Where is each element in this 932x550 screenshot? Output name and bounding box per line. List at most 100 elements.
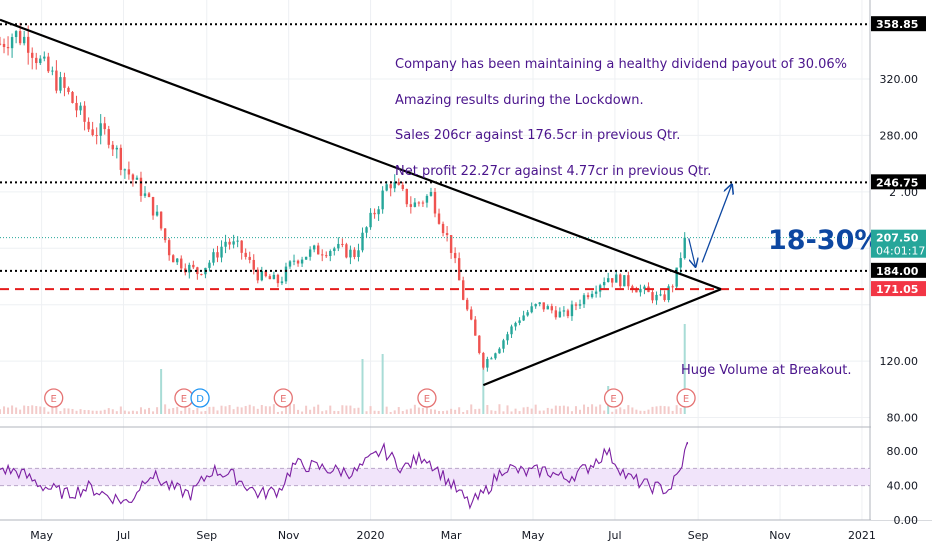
volume-bar [554, 405, 557, 414]
volume-bar [244, 405, 247, 414]
candle-body [526, 312, 529, 316]
volume-bar [466, 410, 469, 414]
event-marker-label: E [181, 394, 187, 405]
volume-bar [397, 407, 400, 414]
rsi-line [0, 441, 688, 510]
candle-body [272, 274, 276, 280]
rsi-band [0, 468, 870, 486]
candle-body [316, 245, 320, 255]
candle-body [602, 282, 606, 286]
annotations-layer: Company has been maintaining a healthy d… [395, 57, 881, 378]
candle-body [534, 304, 537, 307]
time-tick-label: Nov [769, 529, 791, 542]
volume-bar [160, 369, 163, 414]
candle-body [482, 352, 485, 368]
volume-bar [228, 405, 231, 414]
event-marker-label: E [424, 394, 430, 405]
volume-bar [562, 405, 565, 414]
candle-body [147, 193, 151, 198]
candle-body [59, 77, 62, 91]
candle-body [679, 258, 682, 268]
candle-body [611, 278, 614, 283]
candle-body [180, 258, 183, 269]
candle-body [401, 184, 404, 189]
candle-body [538, 302, 541, 305]
volume-bar [623, 409, 626, 414]
candle-body [143, 193, 147, 196]
volume-bar [490, 410, 493, 414]
candle-body [240, 240, 243, 253]
candle-body [63, 77, 66, 88]
volume-bar [95, 410, 98, 414]
candle-body [518, 320, 521, 323]
candle-body [606, 278, 610, 283]
annotation-net-profit: Net profit 22.27cr against 4.77cr in pre… [395, 164, 711, 179]
volume-bar [27, 405, 30, 414]
volume-bar [583, 404, 586, 414]
candle-body [325, 255, 328, 257]
candle-body [55, 70, 58, 91]
volume-bar [119, 406, 122, 414]
volume-bar [264, 406, 267, 414]
volume-bar [611, 411, 614, 414]
volume-bar [168, 408, 171, 414]
price-tick-label: 80.00 [887, 412, 919, 425]
annotation-sales: Sales 206cr against 176.5cr in previous … [395, 128, 680, 143]
candle-body [159, 211, 163, 229]
volume-bar [357, 407, 360, 414]
price-level-value: 358.85 [876, 18, 918, 31]
volume-bar [474, 409, 477, 414]
volume-bar [518, 411, 521, 414]
candle-body [502, 340, 505, 349]
volume-bar [43, 407, 46, 414]
volume-bar [91, 410, 94, 414]
candle-body [433, 191, 437, 214]
volume-bar [542, 410, 545, 414]
price-level-tag [871, 174, 926, 190]
candle-body [232, 241, 235, 245]
volume-bar [603, 410, 606, 414]
price-level-tag [871, 229, 926, 258]
volume-bar [256, 408, 259, 414]
candle-body [103, 123, 106, 130]
candle-body [651, 292, 654, 301]
volume-bar [208, 406, 211, 414]
candle-body [429, 191, 433, 196]
annotation-lockdown: Amazing results during the Lockdown. [395, 93, 644, 108]
volume-bar [506, 405, 509, 414]
volume-bar [107, 408, 110, 414]
candle-body [304, 256, 308, 260]
volume-bar [309, 409, 312, 414]
event-marker-circle [676, 388, 696, 408]
candle-body [457, 258, 461, 281]
volume-bar [429, 409, 432, 414]
volume-bar [413, 404, 416, 414]
candle-body [667, 286, 670, 301]
candle-body [155, 211, 159, 216]
candle-body [562, 310, 566, 312]
volume-bar [329, 405, 332, 414]
candle-body [389, 184, 392, 189]
time-axis[interactable]: May Jul Sep Nov 2020 Mar May Jul Sep Nov 2021 [30, 529, 876, 542]
candle-body [510, 326, 513, 335]
candle-body [91, 129, 94, 136]
candle-body [224, 241, 227, 247]
candle-body [292, 260, 296, 262]
volume-bar [196, 408, 199, 414]
time-tick-label: Sep [196, 529, 217, 542]
volume-bar [276, 411, 279, 414]
volume-bar [462, 411, 465, 414]
candle-body [381, 190, 384, 210]
price-level-value: 246.75 [876, 176, 918, 189]
candle-body [578, 304, 582, 306]
volume-bar [526, 406, 529, 414]
candle-body [248, 256, 251, 260]
candle-body [337, 243, 340, 249]
volume-bar [385, 406, 388, 414]
volume-bar [232, 409, 235, 414]
candle-body [163, 228, 167, 241]
candle-body [373, 212, 376, 215]
candle-body [87, 121, 90, 130]
